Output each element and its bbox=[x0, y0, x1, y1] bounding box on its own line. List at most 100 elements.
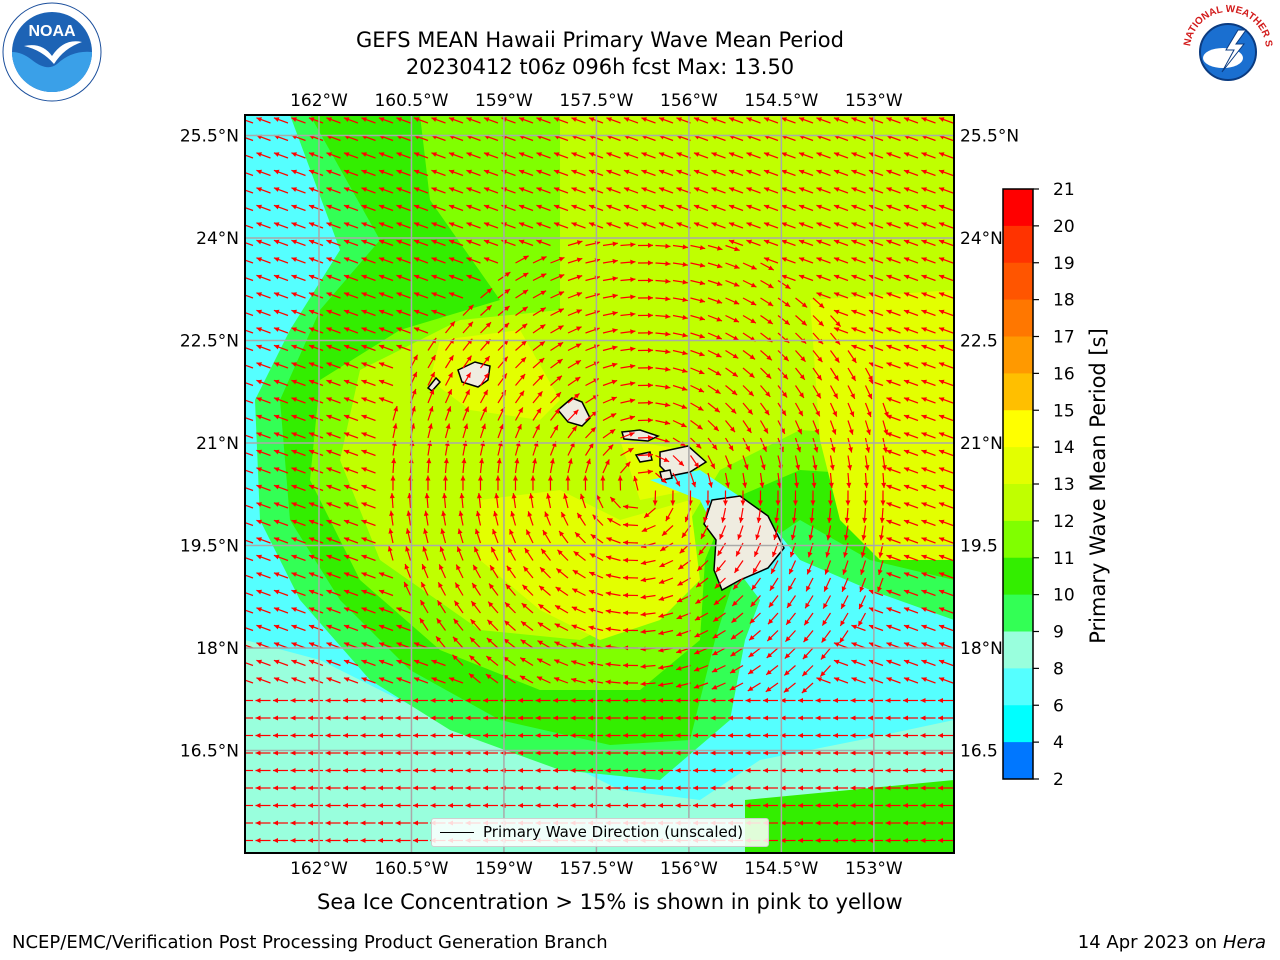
wave-arrowhead bbox=[647, 277, 653, 283]
wave-arrowhead bbox=[448, 733, 453, 738]
wave-arrowhead bbox=[291, 467, 297, 472]
wave-arrowhead bbox=[343, 309, 350, 315]
wave-arrowhead bbox=[466, 274, 472, 280]
wave-arrowhead bbox=[565, 475, 571, 481]
wave-arrowhead bbox=[273, 274, 280, 280]
wave-arrowhead bbox=[483, 372, 489, 379]
wave-arrowhead bbox=[588, 204, 595, 210]
wave-arrowhead bbox=[710, 750, 716, 756]
colorbar-tick-label: 12 bbox=[1053, 512, 1075, 532]
wave-arrowhead bbox=[763, 117, 770, 122]
wave-arrowhead bbox=[921, 572, 927, 577]
wave-arrowhead bbox=[850, 375, 856, 381]
wave-arrowhead bbox=[308, 750, 313, 756]
wave-arrowhead bbox=[658, 222, 665, 227]
wave-arrowhead bbox=[239, 677, 245, 682]
wave-arrowhead bbox=[850, 785, 856, 791]
wave-arrowhead bbox=[816, 239, 822, 245]
wave-arrowhead bbox=[474, 528, 480, 535]
wave-arrowhead bbox=[438, 582, 443, 588]
wave-arrowhead bbox=[682, 350, 688, 356]
wave-arrowhead bbox=[885, 733, 891, 738]
wave-arrowhead bbox=[361, 414, 367, 420]
wave-arrowhead bbox=[395, 733, 401, 738]
wave-arrowhead bbox=[623, 715, 628, 721]
colorbar-tick-label: 10 bbox=[1053, 586, 1075, 606]
wave-arrowhead bbox=[816, 187, 822, 192]
wave-arrowhead bbox=[588, 117, 595, 122]
wave-arrowhead bbox=[522, 272, 529, 278]
wave-arrowhead bbox=[743, 464, 749, 470]
wave-arrowhead bbox=[623, 662, 629, 668]
wave-arrowhead bbox=[785, 636, 791, 642]
wave-arrowhead bbox=[571, 152, 577, 157]
wave-arrowhead bbox=[816, 152, 822, 157]
wave-arrowhead bbox=[640, 663, 646, 669]
wave-arrowhead bbox=[640, 768, 646, 773]
wave-arrowhead bbox=[273, 733, 278, 738]
wave-arrowhead bbox=[798, 750, 803, 756]
wave-arrowhead bbox=[623, 222, 630, 227]
wave-arrowhead bbox=[273, 502, 280, 507]
wave-arrowhead bbox=[658, 750, 663, 756]
wave-arrowhead bbox=[571, 660, 577, 665]
wave-arrowhead bbox=[395, 803, 401, 808]
wave-arrowhead bbox=[769, 585, 775, 591]
wave-arrowhead bbox=[623, 768, 628, 773]
wave-arrowhead bbox=[765, 373, 772, 379]
wave-arrowhead bbox=[291, 677, 297, 682]
wave-arrowhead bbox=[343, 414, 350, 420]
wave-arrowhead bbox=[273, 838, 278, 843]
wave-arrowhead bbox=[465, 750, 471, 756]
wave-arrowhead bbox=[518, 803, 523, 808]
wave-arrowhead bbox=[308, 222, 315, 227]
wave-arrowhead bbox=[413, 309, 420, 315]
wave-arrowhead bbox=[921, 554, 927, 560]
wave-arrowhead bbox=[343, 292, 350, 297]
wave-arrowhead bbox=[816, 169, 822, 175]
wave-arrowhead bbox=[728, 445, 734, 451]
wave-arrowhead bbox=[606, 204, 612, 210]
wave-arrowhead bbox=[815, 803, 821, 808]
wave-arrowhead bbox=[448, 117, 455, 122]
wave-arrowhead bbox=[544, 511, 550, 518]
wave-arrowhead bbox=[308, 169, 315, 175]
wave-arrowhead bbox=[658, 630, 664, 636]
wave-arrowhead bbox=[479, 458, 485, 464]
wave-arrowhead bbox=[466, 239, 472, 245]
wave-arrowhead bbox=[886, 257, 892, 262]
wave-arrowhead bbox=[693, 733, 698, 738]
wave-arrowhead bbox=[553, 222, 560, 227]
wave-arrowhead bbox=[763, 169, 770, 175]
wave-arrowhead bbox=[308, 659, 315, 665]
wave-arrowhead bbox=[886, 292, 892, 297]
wave-arrowhead bbox=[833, 187, 840, 192]
wave-arrowhead bbox=[938, 117, 945, 122]
wave-arrowhead bbox=[273, 519, 280, 525]
wave-arrowhead bbox=[461, 458, 467, 464]
wave-arrowhead bbox=[745, 750, 751, 756]
wave-arrowhead bbox=[921, 117, 927, 122]
wave-arrowhead bbox=[775, 500, 781, 506]
wave-arrowhead bbox=[815, 785, 821, 791]
wave-arrowhead bbox=[716, 245, 723, 251]
wave-arrowhead bbox=[698, 369, 705, 375]
wave-arrowhead bbox=[413, 785, 418, 791]
wave-arrowhead bbox=[851, 152, 857, 157]
wave-arrowhead bbox=[886, 204, 892, 210]
wave-arrowhead bbox=[658, 698, 663, 703]
wave-arrowhead bbox=[256, 589, 262, 595]
wave-arrowhead bbox=[431, 239, 437, 245]
wave-arrowhead bbox=[486, 288, 493, 294]
wave-arrowhead bbox=[724, 482, 730, 488]
wave-arrowhead bbox=[445, 423, 451, 429]
wave-arrowhead bbox=[751, 264, 757, 270]
wave-arrowhead bbox=[658, 596, 665, 601]
wave-arrowhead bbox=[711, 222, 717, 227]
wave-arrowhead bbox=[494, 493, 500, 499]
wave-arrowhead bbox=[413, 820, 418, 826]
wave-arrowhead bbox=[539, 324, 546, 330]
wave-arrowhead bbox=[658, 169, 665, 175]
wave-arrowhead bbox=[291, 257, 297, 262]
wave-arrowhead bbox=[710, 715, 716, 721]
